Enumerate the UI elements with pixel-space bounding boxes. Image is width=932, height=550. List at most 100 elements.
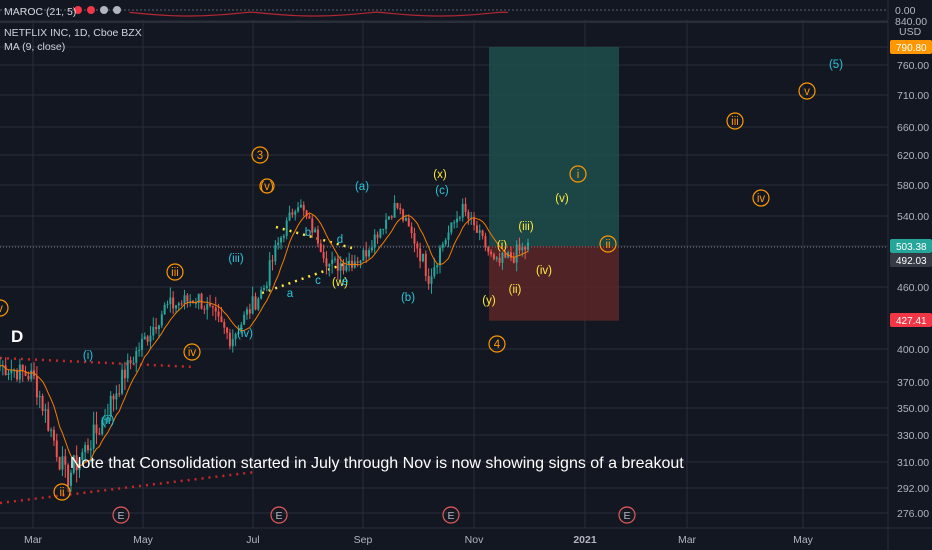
candle-body: [234, 334, 237, 340]
earnings-circle: [442, 506, 460, 524]
candle-body: [436, 265, 439, 268]
candle-body: [410, 226, 413, 234]
earnings-marker: E: [112, 506, 130, 524]
indicator-dot: [87, 6, 95, 14]
candle-body: [382, 228, 385, 230]
candle-body: [155, 326, 158, 330]
wave-text: (5): [829, 59, 843, 71]
candle-body: [52, 429, 55, 441]
candle-body: [237, 332, 240, 335]
candle-body: [265, 285, 268, 289]
candle-body: [376, 234, 379, 238]
candle-body: [138, 350, 141, 352]
indicator-dot: [74, 6, 82, 14]
wave-label: (5): [829, 59, 843, 71]
candle-body: [322, 252, 325, 259]
candle-body: [456, 218, 459, 223]
candle-body: [473, 217, 476, 226]
candle-body: [475, 225, 478, 233]
candle-body: [439, 247, 441, 266]
earnings-marker: E: [442, 506, 460, 524]
candle-body: [498, 257, 501, 263]
candle-body: [291, 212, 294, 215]
earnings-marker: E: [618, 506, 636, 524]
candle-body: [101, 419, 104, 434]
wave-text: (x): [433, 169, 447, 181]
wave-label: iv: [752, 189, 770, 207]
time-tick-label: Jul: [246, 534, 259, 546]
wave-label: (iv): [536, 265, 552, 277]
wave-label: (w): [332, 277, 348, 289]
wave-text: (ii): [509, 284, 522, 296]
price-tick-label: 310.00: [897, 457, 929, 469]
wave-label: a: [287, 288, 294, 300]
price-tick-label: 330.00: [897, 430, 929, 442]
candle-body: [430, 276, 433, 284]
candle-body: [126, 360, 129, 379]
candle-body: [109, 395, 112, 417]
candle-body: [311, 218, 314, 233]
candle-body: [390, 216, 393, 218]
candle-body: [226, 327, 229, 333]
candle-body: [331, 259, 334, 265]
wave-text: (iii): [518, 221, 533, 233]
candle-body: [129, 360, 132, 364]
candle-body: [385, 219, 388, 229]
candle-body: [490, 251, 493, 255]
earnings-text: E: [447, 510, 454, 522]
wave-label: v: [0, 299, 9, 317]
currency-label: USD: [899, 26, 922, 38]
candle-body: [61, 456, 64, 470]
price-tick-label: 400.00: [897, 344, 929, 356]
candle-body: [427, 276, 430, 284]
wave-text: b: [305, 227, 311, 239]
candle-body: [50, 429, 53, 431]
wave-text: v: [804, 86, 810, 98]
candle-body: [339, 263, 342, 271]
price-tick-label: 760.00: [897, 60, 929, 72]
candle-body: [274, 245, 277, 262]
candle-body: [521, 246, 524, 251]
wave-circle: [752, 189, 770, 207]
price-tick-label: 460.00: [897, 282, 929, 294]
price-tick-label: 350.00: [897, 403, 929, 415]
wave-text: (v): [260, 181, 274, 193]
candle-body: [359, 260, 362, 263]
wave-circle: [0, 299, 9, 317]
candle-body: [345, 265, 348, 271]
candle-body: [458, 217, 461, 219]
wave-text: (i): [83, 350, 93, 362]
candle-body: [402, 209, 405, 221]
wave-circle: [166, 263, 184, 281]
candle-body: [362, 250, 365, 261]
candle-body: [217, 311, 220, 317]
candle-body: [333, 258, 336, 260]
indicator-dot: [100, 6, 108, 14]
time-tick-label: Mar: [678, 534, 697, 546]
price-tick-label: 710.00: [897, 90, 929, 102]
wave-text: (a): [355, 181, 369, 193]
candle-body: [157, 325, 160, 330]
wave-label: d: [337, 234, 343, 246]
candle-body: [152, 326, 155, 336]
price-tag-box: [890, 313, 932, 327]
earnings-circle: [270, 506, 288, 524]
candle-body: [495, 257, 498, 259]
wave-text: 3: [257, 150, 263, 162]
candle-body: [163, 304, 166, 315]
candle-body: [419, 248, 422, 262]
candle-body: [294, 211, 297, 215]
triangle-lower-line: [261, 260, 351, 295]
candle-body: [177, 303, 180, 306]
candle-body: [231, 339, 234, 347]
time-tick-label: May: [133, 534, 154, 546]
candle-body: [285, 220, 288, 236]
candle-body: [282, 235, 285, 238]
wave-text: iii: [171, 267, 179, 279]
candles-group: [0, 195, 529, 492]
wave-text: v: [0, 303, 3, 315]
wave-label: (iv): [237, 328, 253, 340]
price-tag-text: 790.80: [896, 43, 927, 54]
candle-body: [492, 254, 495, 259]
